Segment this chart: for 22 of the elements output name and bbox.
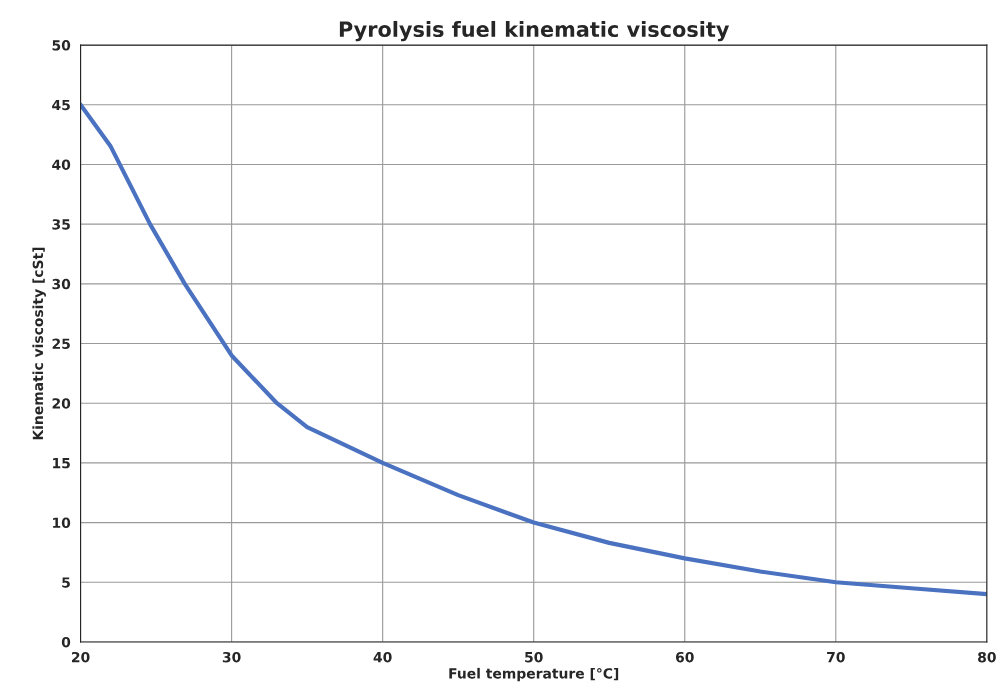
x-tick-label: 60	[675, 651, 694, 663]
x-tick-label: 40	[373, 651, 392, 663]
y-tick-label: 40	[52, 159, 71, 170]
y-tick-label: 0	[61, 636, 71, 648]
y-tick-label: 30	[52, 278, 71, 290]
y-tick-label: 45	[52, 99, 70, 111]
chart-title: Pyrolysis fuel kinematic viscosity	[339, 20, 730, 42]
line-series	[80, 102, 987, 597]
y-tick-label: 15	[53, 458, 70, 469]
x-tick-label: 20	[71, 651, 90, 663]
y-tick-label: 5	[62, 577, 70, 588]
x-tick-label: 80	[978, 651, 996, 663]
x-tick-label: 50	[525, 651, 543, 663]
y-tick-label: 20	[52, 398, 71, 409]
y-tick-label: 50	[52, 40, 71, 51]
x-axis-title: Fuel temperature [°C]	[449, 667, 619, 682]
x-tick-label: 70	[827, 651, 845, 663]
y-tick-label: 25	[52, 338, 70, 349]
y-axis-title: Kinematic viscosity [cSt]	[32, 247, 46, 440]
y-tick-label: 35	[52, 219, 70, 230]
y-tick-label: 10	[53, 517, 71, 529]
x-tick-label: 30	[222, 651, 241, 663]
